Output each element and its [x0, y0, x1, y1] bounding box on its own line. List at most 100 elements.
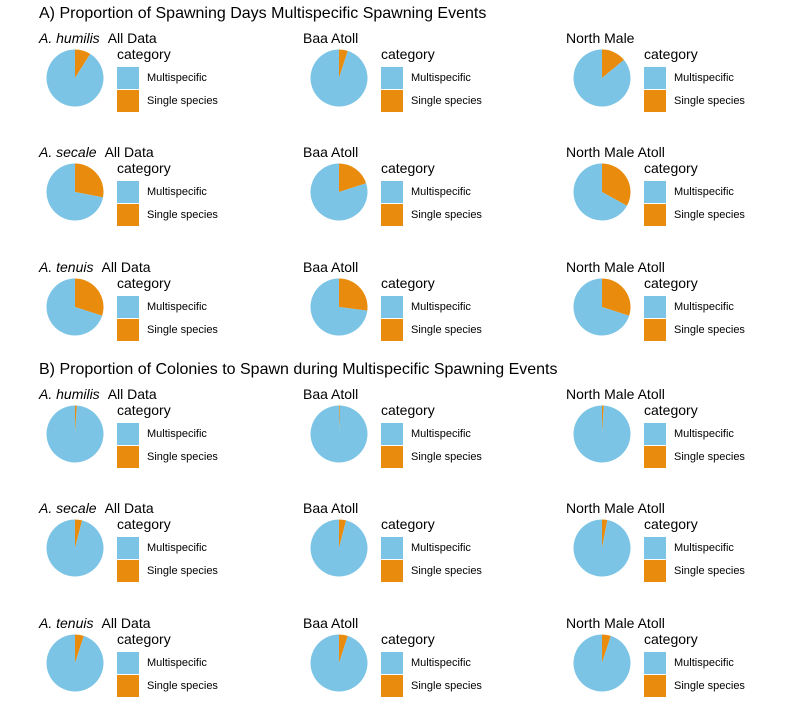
legend-item-single-species: Single species	[381, 446, 482, 468]
legend-label: Single species	[674, 324, 745, 336]
panel-label: Baa Atoll	[303, 615, 358, 631]
legend-item-multispecific: Multispecific	[381, 296, 471, 318]
legend-swatch	[381, 446, 403, 468]
legend-label: Multispecific	[411, 301, 471, 313]
legend-title: category	[644, 516, 698, 532]
legend-label: Multispecific	[411, 186, 471, 198]
legend-label: Single species	[674, 209, 745, 221]
pie-chart	[573, 163, 631, 221]
pie-slice-multispecific	[573, 405, 631, 463]
group-label: All Data	[101, 615, 151, 631]
legend-swatch	[644, 204, 666, 226]
legend-label: Multispecific	[411, 542, 471, 554]
legend-title: category	[644, 160, 698, 176]
legend-title: category	[381, 46, 435, 62]
pie-slice-single-species	[602, 49, 624, 78]
legend-label: Multispecific	[674, 186, 734, 198]
species-label: A. humilis	[39, 30, 100, 46]
panel-label: North Male Atoll	[566, 386, 665, 402]
legend-swatch	[381, 204, 403, 226]
legend-title: category	[117, 631, 171, 647]
legend-item-single-species: Single species	[644, 675, 745, 697]
species-label: A. humilis	[39, 386, 100, 402]
legend-swatch	[117, 423, 139, 445]
legend-item-multispecific: Multispecific	[644, 652, 734, 674]
legend-swatch	[381, 67, 403, 89]
pie-panel: A. humilis All Data category Multispecific S…	[39, 30, 269, 140]
group-label: All Data	[107, 30, 157, 46]
legend-swatch	[117, 67, 139, 89]
panel-label: Baa Atoll	[303, 386, 358, 402]
pie-slice-single-species	[75, 634, 84, 663]
panel-label: Baa Atoll	[303, 259, 358, 275]
legend-item-single-species: Single species	[644, 319, 745, 341]
pie-slice-single-species	[339, 519, 347, 548]
pie-panel: A. secale All Data category Multispecific Si…	[39, 500, 269, 610]
legend-swatch	[644, 446, 666, 468]
pie-panel: North Male Atoll category Multispecific Sin…	[566, 386, 790, 496]
legend-title: category	[644, 275, 698, 291]
legend-swatch	[644, 423, 666, 445]
legend-label: Single species	[674, 451, 745, 463]
legend-item-multispecific: Multispecific	[644, 537, 734, 559]
legend-label: Multispecific	[674, 72, 734, 84]
legend-item-multispecific: Multispecific	[117, 296, 207, 318]
group-label: North Male Atoll	[566, 615, 665, 631]
pie-chart	[573, 405, 631, 463]
pie-panel: Baa Atoll category Multispecific Single spe…	[303, 30, 533, 140]
panel-label: A. secale All Data	[39, 144, 154, 160]
species-label: A. secale	[39, 144, 97, 160]
pie-slice-multispecific	[46, 49, 104, 107]
pie-slice-single-species	[75, 163, 104, 198]
group-label: All Data	[104, 144, 154, 160]
legend-item-multispecific: Multispecific	[117, 537, 207, 559]
species-label: A. secale	[39, 500, 97, 516]
pie-chart	[310, 405, 368, 463]
panel-label: Baa Atoll	[303, 30, 358, 46]
pie-slice-multispecific	[310, 405, 368, 463]
species-label: A. tenuis	[39, 259, 94, 275]
legend-swatch	[117, 675, 139, 697]
legend-item-single-species: Single species	[117, 560, 218, 582]
group-label: Baa Atoll	[303, 144, 359, 160]
pie-panel: A. tenuis All Data category Multispecific Si…	[39, 615, 269, 725]
legend-swatch	[644, 319, 666, 341]
legend-swatch	[117, 181, 139, 203]
panel-label: A. humilis All Data	[39, 30, 157, 46]
legend-label: Multispecific	[411, 72, 471, 84]
pie-chart	[310, 519, 368, 577]
pie-slice-single-species	[75, 49, 91, 78]
pie-panel: Baa Atoll category Multispecific Single spe…	[303, 259, 533, 369]
pie-slice-multispecific	[310, 634, 368, 692]
legend-label: Multispecific	[147, 428, 207, 440]
pie-slice-single-species	[602, 278, 631, 316]
pie-slice-single-species	[75, 278, 104, 316]
legend-item-multispecific: Multispecific	[381, 67, 471, 89]
legend-swatch	[644, 675, 666, 697]
legend-item-single-species: Single species	[644, 446, 745, 468]
legend-item-multispecific: Multispecific	[381, 537, 471, 559]
pie-slice-multispecific	[573, 163, 627, 221]
legend-item-multispecific: Multispecific	[644, 67, 734, 89]
group-label: All Data	[104, 500, 154, 516]
pie-panel: Baa Atoll category Multispecific Single spe…	[303, 500, 533, 610]
legend-item-single-species: Single species	[117, 319, 218, 341]
legend-label: Multispecific	[147, 186, 207, 198]
legend-title: category	[117, 402, 171, 418]
legend-item-multispecific: Multispecific	[381, 181, 471, 203]
legend-item-multispecific: Multispecific	[644, 423, 734, 445]
legend-title: category	[644, 402, 698, 418]
pie-slice-multispecific	[310, 49, 368, 107]
legend-swatch	[117, 446, 139, 468]
group-label: North Male Atoll	[566, 144, 665, 160]
legend-label: Multispecific	[147, 542, 207, 554]
group-label: North Male	[566, 30, 635, 46]
pie-slice-multispecific	[46, 278, 103, 336]
pie-slice-multispecific	[573, 278, 630, 336]
legend-label: Multispecific	[147, 72, 207, 84]
legend-label: Single species	[147, 565, 218, 577]
legend-swatch	[381, 560, 403, 582]
pie-panel: North Male category Multispecific Single sp…	[566, 30, 790, 140]
pie-chart	[46, 519, 104, 577]
legend-label: Single species	[674, 95, 745, 107]
